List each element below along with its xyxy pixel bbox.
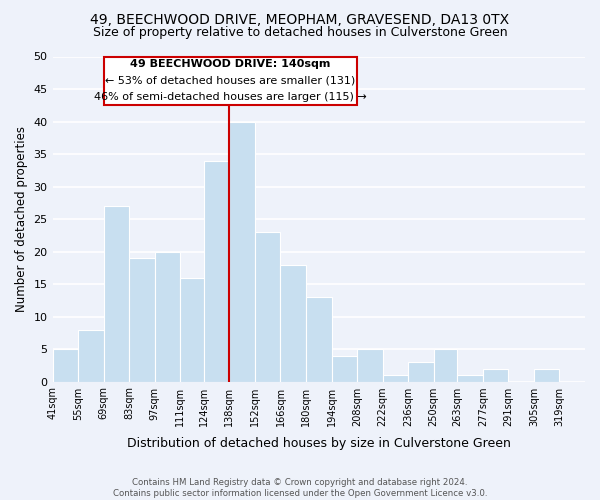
Y-axis label: Number of detached properties: Number of detached properties	[15, 126, 28, 312]
Text: 49, BEECHWOOD DRIVE, MEOPHAM, GRAVESEND, DA13 0TX: 49, BEECHWOOD DRIVE, MEOPHAM, GRAVESEND,…	[91, 12, 509, 26]
Bar	[78, 330, 104, 382]
Text: 46% of semi-detached houses are larger (115) →: 46% of semi-detached houses are larger (…	[94, 92, 367, 102]
Bar	[180, 278, 204, 382]
Text: 49 BEECHWOOD DRIVE: 140sqm: 49 BEECHWOOD DRIVE: 140sqm	[130, 59, 331, 69]
FancyBboxPatch shape	[104, 56, 357, 106]
Bar	[332, 356, 357, 382]
Bar	[104, 206, 129, 382]
Bar	[204, 160, 229, 382]
Text: Size of property relative to detached houses in Culverstone Green: Size of property relative to detached ho…	[92, 26, 508, 39]
X-axis label: Distribution of detached houses by size in Culverstone Green: Distribution of detached houses by size …	[127, 437, 511, 450]
Bar	[434, 349, 457, 382]
Bar	[129, 258, 155, 382]
Bar	[383, 375, 408, 382]
Bar	[306, 297, 332, 382]
Bar	[229, 122, 255, 382]
Bar	[457, 375, 483, 382]
Text: ← 53% of detached houses are smaller (131): ← 53% of detached houses are smaller (13…	[105, 76, 355, 86]
Text: Contains HM Land Registry data © Crown copyright and database right 2024.
Contai: Contains HM Land Registry data © Crown c…	[113, 478, 487, 498]
Bar	[357, 349, 383, 382]
Bar	[408, 362, 434, 382]
Bar	[280, 264, 306, 382]
Bar	[53, 349, 78, 382]
Bar	[155, 252, 180, 382]
Bar	[483, 368, 508, 382]
Bar	[534, 368, 559, 382]
Bar	[255, 232, 280, 382]
